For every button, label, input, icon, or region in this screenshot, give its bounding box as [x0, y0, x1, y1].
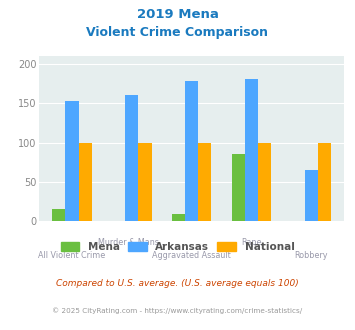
- Bar: [65, 101, 78, 221]
- Text: Rape: Rape: [241, 238, 262, 247]
- Text: 2019 Mena: 2019 Mena: [137, 8, 218, 21]
- Bar: [318, 143, 331, 221]
- Bar: [125, 95, 138, 221]
- Legend: Mena, Arkansas, National: Mena, Arkansas, National: [56, 238, 299, 256]
- Bar: [232, 154, 245, 221]
- Bar: [138, 143, 152, 221]
- Text: Robbery: Robbery: [295, 251, 328, 260]
- Text: Violent Crime Comparison: Violent Crime Comparison: [87, 26, 268, 39]
- Bar: [258, 143, 271, 221]
- Bar: [172, 214, 185, 221]
- Text: All Violent Crime: All Violent Crime: [38, 251, 105, 260]
- Text: © 2025 CityRating.com - https://www.cityrating.com/crime-statistics/: © 2025 CityRating.com - https://www.city…: [53, 308, 302, 314]
- Bar: [245, 79, 258, 221]
- Bar: [198, 143, 212, 221]
- Bar: [78, 143, 92, 221]
- Text: Aggravated Assault: Aggravated Assault: [152, 251, 231, 260]
- Text: Murder & Mans...: Murder & Mans...: [98, 238, 166, 247]
- Bar: [185, 81, 198, 221]
- Bar: [52, 209, 65, 221]
- Bar: [305, 170, 318, 221]
- Text: Compared to U.S. average. (U.S. average equals 100): Compared to U.S. average. (U.S. average …: [56, 279, 299, 288]
